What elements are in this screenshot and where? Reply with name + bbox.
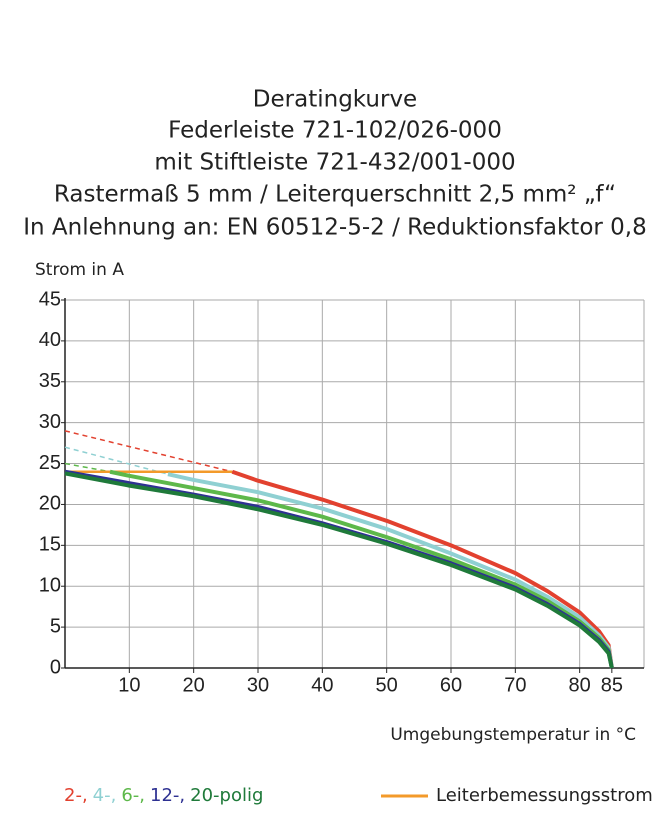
- y-tick-label: 25: [39, 452, 61, 474]
- legend-entry: 20-: [190, 785, 219, 806]
- y-tick-label: 20: [39, 493, 61, 515]
- series-line: [64, 471, 614, 669]
- x-tick-label: 10: [118, 674, 140, 696]
- y-tick-label: 15: [39, 534, 61, 556]
- chart-title: In Anlehnung an: EN 60512-5-2 / Reduktio…: [23, 215, 647, 241]
- series-line: [231, 469, 614, 669]
- x-tick-label: 50: [376, 674, 398, 696]
- y-tick-label: 30: [39, 411, 61, 433]
- projection-line: [64, 446, 169, 475]
- y-tick-label: 10: [39, 575, 61, 597]
- chart-title: Deratingkurve: [253, 87, 417, 113]
- legend-entry: Leiterbemessungsstrom: [436, 785, 653, 806]
- chart-title: mit Stiftleiste 721-432/001-000: [154, 150, 515, 176]
- y-axis-label: Strom in A: [35, 260, 124, 280]
- x-tick-label: 20: [183, 674, 205, 696]
- x-axis-label: Umgebungstemperatur in °C: [390, 725, 636, 745]
- projection-line: [64, 430, 233, 473]
- x-tick-label: 40: [311, 674, 333, 696]
- legend-entry: 2-,: [64, 785, 88, 806]
- x-tick-label: 60: [440, 674, 462, 696]
- x-tick-label: 80: [569, 674, 591, 696]
- y-tick-label: 0: [50, 656, 61, 678]
- chart-title: Rastermaß 5 mm / Leiterquerschnitt 2,5 m…: [54, 182, 616, 208]
- legend-entry: 4-,: [93, 785, 117, 806]
- y-tick-label: 40: [39, 329, 61, 351]
- series-line: [64, 469, 614, 669]
- x-tick-label: 70: [504, 674, 526, 696]
- legend-suffix: polig: [220, 785, 264, 806]
- legend-entry: 6-,: [121, 785, 145, 806]
- y-tick-label: 45: [39, 288, 61, 310]
- y-tick-label: 35: [39, 370, 61, 392]
- legend: 2-, 4-, 6-, 12-, 20-polig: [64, 785, 263, 806]
- series-line: [109, 469, 614, 669]
- y-tick-label: 5: [50, 615, 61, 637]
- legend-entry: 12-,: [150, 785, 185, 806]
- projection-line: [64, 462, 111, 473]
- chart-title: Federleiste 721-102/026-000: [168, 118, 502, 144]
- x-tick-label: 30: [247, 674, 269, 696]
- x-tick-label: 85: [601, 674, 623, 696]
